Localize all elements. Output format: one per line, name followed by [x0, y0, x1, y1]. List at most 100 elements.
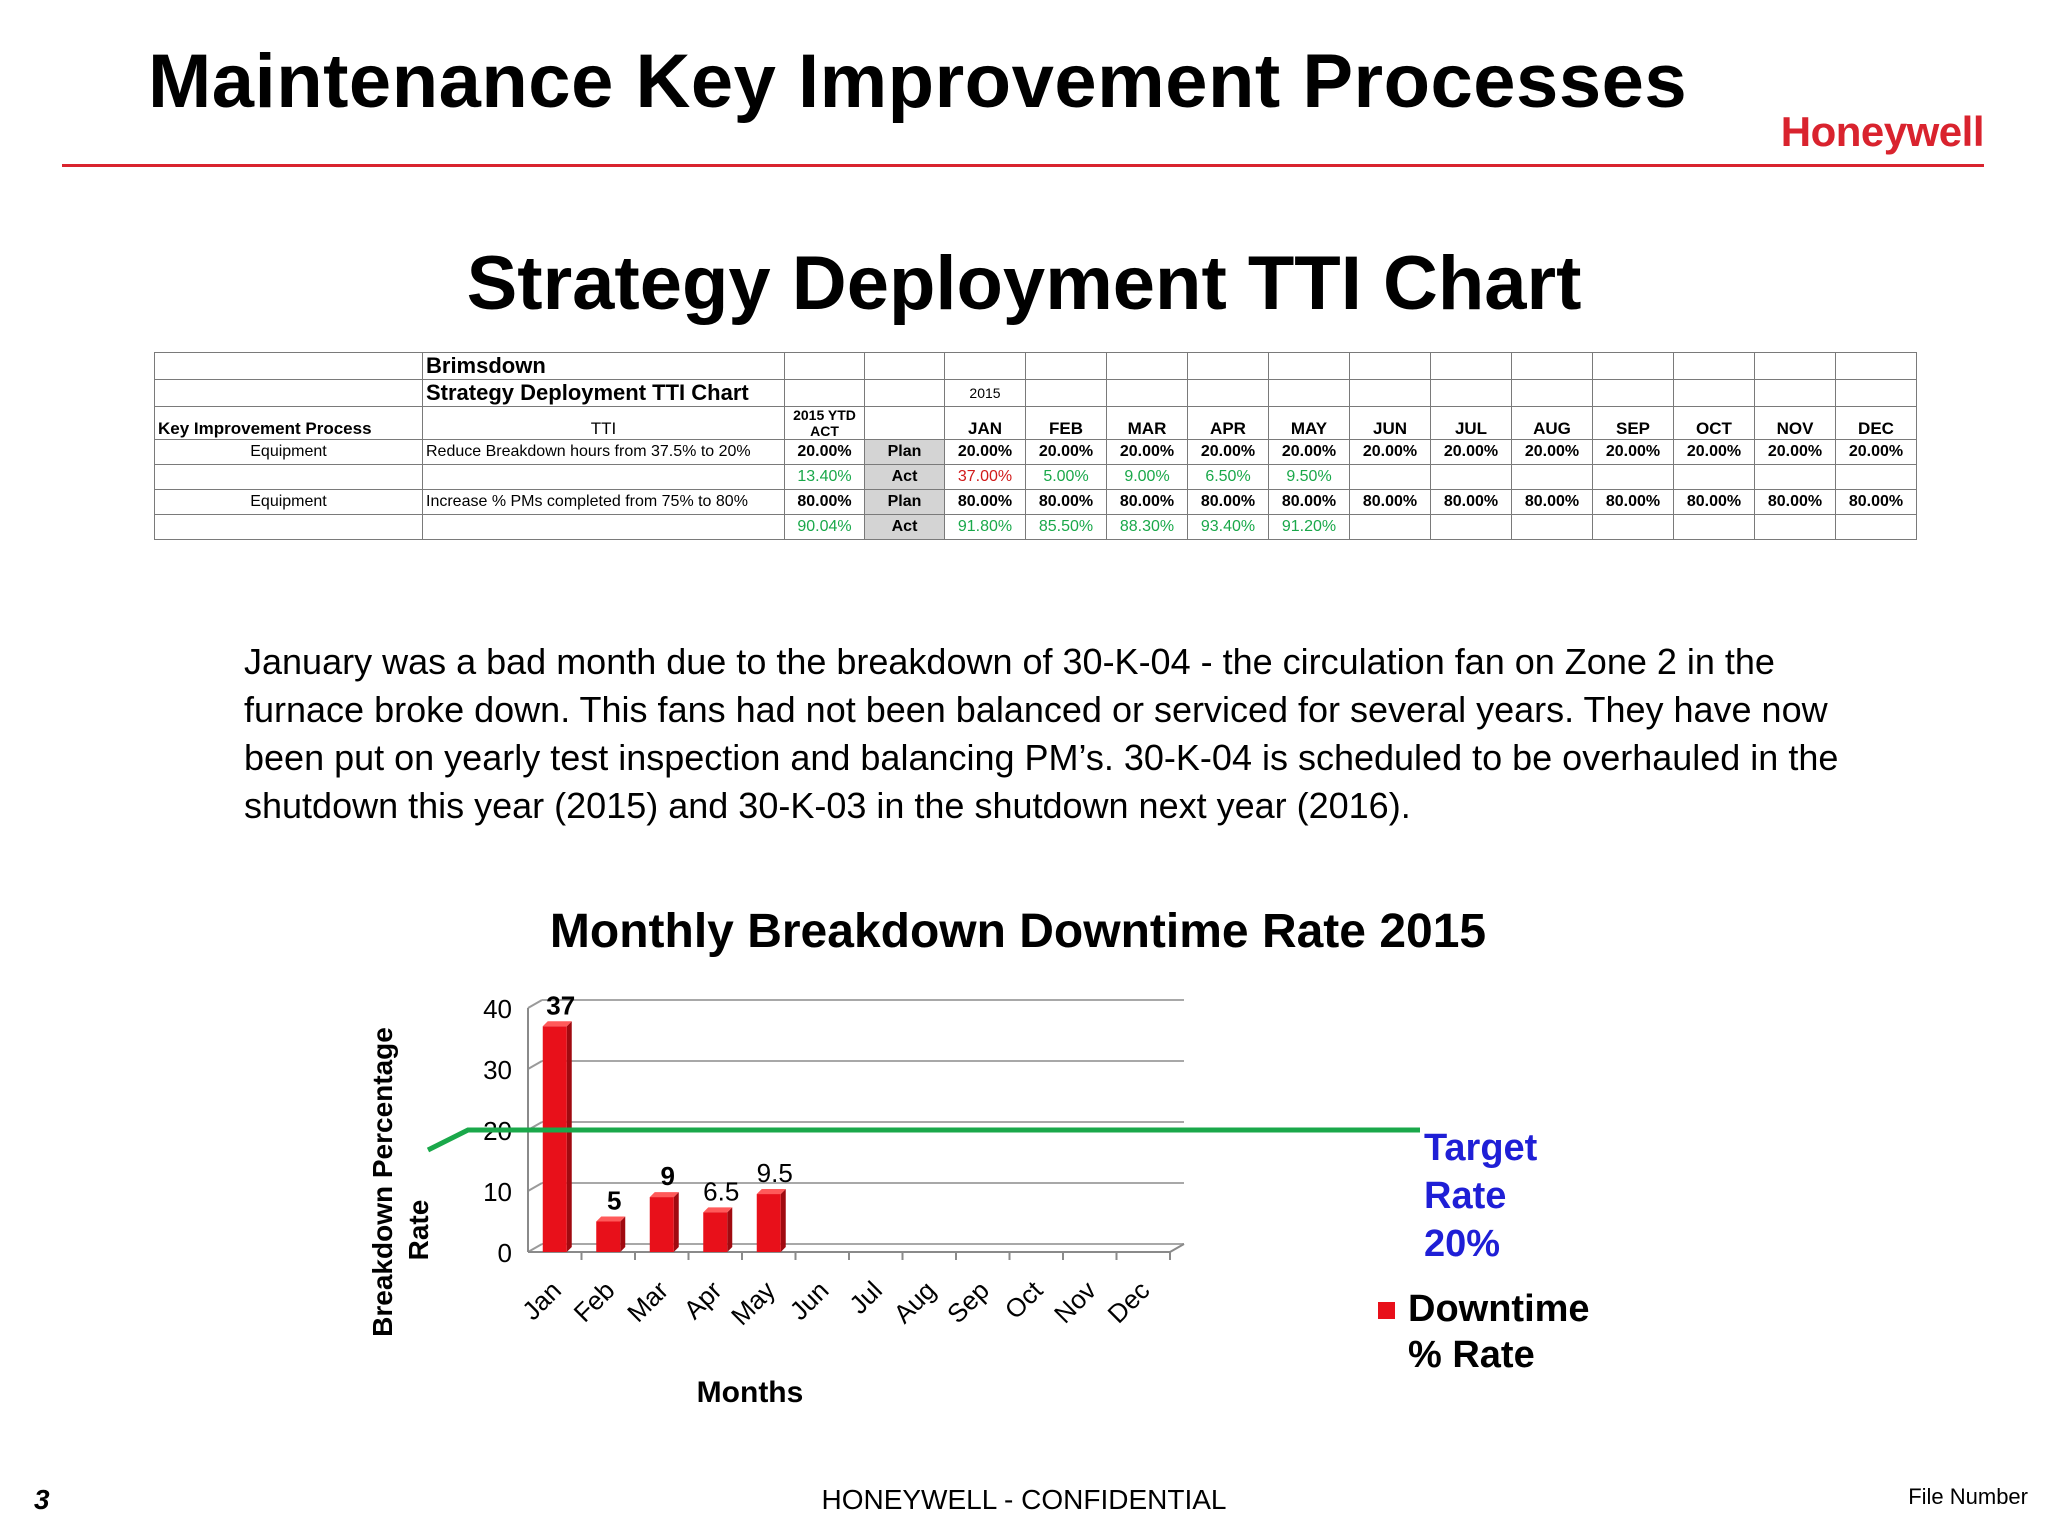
- table-cell: 80.00%: [1349, 489, 1431, 515]
- table-cell: [1511, 514, 1593, 540]
- legend-swatch: [1378, 1302, 1395, 1319]
- table-cell: 20.00%: [1754, 439, 1836, 465]
- header-month: AUG: [1511, 406, 1593, 440]
- table-cell: 91.20%: [1268, 514, 1350, 540]
- table-cell: 20.00%: [1268, 439, 1350, 465]
- table-cell: [1754, 464, 1836, 490]
- x-tick-label: Nov: [1048, 1275, 1102, 1329]
- table-cell: 20.00%: [1106, 439, 1188, 465]
- data-label: 37: [546, 990, 575, 1020]
- table-cell: 20.00%: [1430, 439, 1512, 465]
- table-cell: 20.00%: [944, 439, 1026, 465]
- bar-side: [727, 1207, 733, 1252]
- table-cell: 20.00%: [784, 439, 865, 465]
- x-tick-label: Oct: [999, 1274, 1049, 1324]
- chart-title: Monthly Breakdown Downtime Rate 2015: [549, 905, 1487, 958]
- x-tick-label: Jul: [843, 1275, 888, 1320]
- legend-label: Downtime % Rate: [1408, 1288, 1590, 1376]
- header-month: SEP: [1592, 406, 1674, 440]
- bar: [542, 1026, 567, 1252]
- header-month: MAR: [1106, 406, 1188, 440]
- bar-side: [620, 1216, 626, 1252]
- header-kip: Key Improvement Process: [154, 406, 423, 440]
- y-tick-label: 40: [483, 994, 512, 1024]
- target-label-line: Rate: [1424, 1175, 1507, 1217]
- x-tick-label: Feb: [568, 1275, 621, 1328]
- bar-top: [703, 1207, 733, 1213]
- x-tick-label: Apr: [678, 1275, 728, 1325]
- table-cell: 80.00%: [1187, 489, 1269, 515]
- y-tick-label: 10: [483, 1177, 512, 1207]
- table-cell: 20.00%: [1187, 439, 1269, 465]
- header-month: APR: [1187, 406, 1269, 440]
- target-label-line: 20%: [1424, 1223, 1501, 1265]
- grid-line: [527, 1060, 543, 1070]
- data-label: 9: [661, 1161, 675, 1191]
- bar-top: [596, 1216, 626, 1222]
- title-divider: [62, 164, 1984, 167]
- table-cell: 80.00%: [1511, 489, 1593, 515]
- table-cell: 37.00%: [944, 464, 1026, 490]
- header-tti: TTI: [422, 406, 785, 440]
- tti-table: Brimsdown Strategy Deployment TTI Chart …: [154, 352, 1917, 540]
- table-cell: 80.00%: [1106, 489, 1188, 515]
- table-cell: 20.00%: [1835, 439, 1917, 465]
- header-month: JAN: [944, 406, 1026, 440]
- table-cell: [1511, 464, 1593, 490]
- table-cell: 93.40%: [1187, 514, 1269, 540]
- x-tick-label: Jan: [516, 1275, 567, 1326]
- table-cell: 80.00%: [784, 489, 865, 515]
- bar: [756, 1194, 781, 1252]
- table-year: 2015: [944, 379, 1026, 407]
- x-axis-title: Months: [697, 1376, 804, 1409]
- x-axis: [1169, 1243, 1185, 1253]
- table-cell: 80.00%: [1268, 489, 1350, 515]
- header-month: OCT: [1673, 406, 1755, 440]
- y-axis-title: Rate: [403, 1200, 434, 1261]
- page-number: 3: [34, 1484, 50, 1515]
- table-row-label: Act: [864, 514, 945, 540]
- table-cell: 20.00%: [1025, 439, 1107, 465]
- target-rate-label: Target Rate 20%: [1424, 1124, 1537, 1268]
- table-kip: Equipment: [154, 489, 423, 515]
- table-tti: Reduce Breakdown hours from 37.5% to 20%: [422, 439, 785, 465]
- table-site: Brimsdown: [422, 352, 785, 380]
- honeywell-logo: Honeywell: [1780, 108, 1985, 155]
- header-month: FEB: [1025, 406, 1107, 440]
- table-cell: [1430, 514, 1512, 540]
- data-label: 5: [607, 1186, 621, 1216]
- table-cell: [1835, 464, 1917, 490]
- table-cell: 80.00%: [1754, 489, 1836, 515]
- table-cell: 20.00%: [1511, 439, 1593, 465]
- target-line: [426, 1127, 1420, 1153]
- header-month: MAY: [1268, 406, 1350, 440]
- table-cell: 80.00%: [1025, 489, 1107, 515]
- table-cell: 20.00%: [1673, 439, 1755, 465]
- bar: [649, 1197, 674, 1252]
- bar-top: [542, 1021, 572, 1027]
- grid-line: [527, 1182, 543, 1192]
- table-cell: [1592, 464, 1674, 490]
- grid-line: [527, 999, 543, 1009]
- y-tick-label: 30: [483, 1055, 512, 1085]
- bar-top: [756, 1189, 786, 1195]
- x-tick-label: Dec: [1102, 1275, 1156, 1329]
- table-cell: 90.04%: [784, 514, 865, 540]
- table-cell: [1673, 464, 1755, 490]
- table-cell: [1673, 514, 1755, 540]
- section-title: Strategy Deployment TTI Chart: [466, 241, 1582, 326]
- table-cell: 80.00%: [1430, 489, 1512, 515]
- table-cell: 20.00%: [1349, 439, 1431, 465]
- table-cell: 80.00%: [1835, 489, 1917, 515]
- body-paragraph: January was a bad month due to the break…: [244, 641, 1839, 826]
- x-tick-label: Sep: [941, 1275, 995, 1329]
- data-label: 9.5: [757, 1158, 793, 1188]
- table-cell: 80.00%: [1673, 489, 1755, 515]
- slide-title: Maintenance Key Improvement Processes: [148, 39, 1688, 124]
- table-chart-name: Strategy Deployment TTI Chart: [422, 379, 785, 407]
- table-row-label: Act: [864, 464, 945, 490]
- table-cell: [1754, 514, 1836, 540]
- table-cell: 6.50%: [1187, 464, 1269, 490]
- table-row-label: Plan: [864, 439, 945, 465]
